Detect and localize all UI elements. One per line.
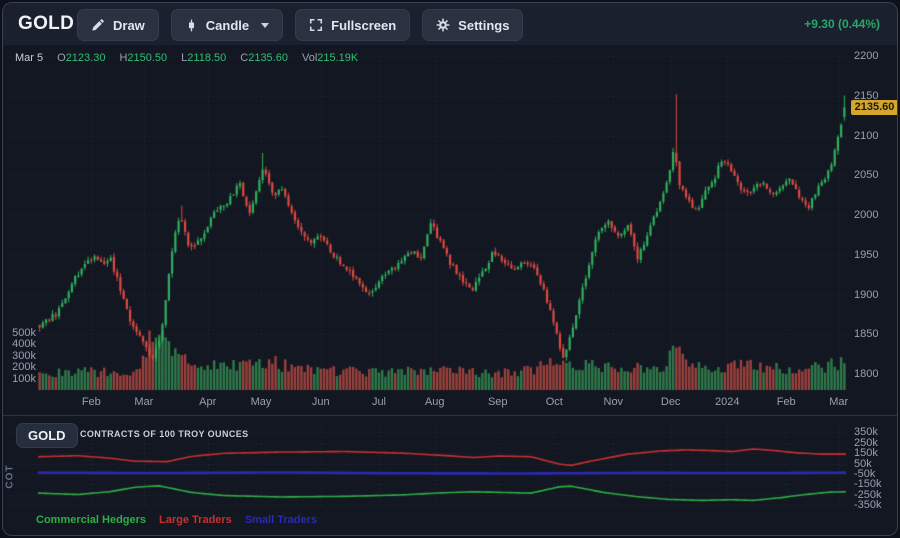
draw-button-label: Draw (113, 17, 145, 33)
close-value: 2135.60 (248, 52, 288, 64)
open-value: 2123.30 (65, 52, 106, 64)
candlestick-chart-canvas[interactable] (3, 45, 897, 415)
cot-axis-title: COT (4, 464, 16, 489)
settings-button[interactable]: Settings (422, 9, 524, 41)
low-value: 2118.50 (187, 52, 227, 64)
legend-large-traders[interactable]: Large Traders (159, 514, 232, 526)
chevron-down-icon (261, 22, 270, 28)
candlestick-icon (185, 18, 198, 33)
ohlc-date: Mar 5 (15, 52, 44, 64)
symbol-title: GOLD (18, 13, 75, 34)
settings-button-label: Settings (458, 17, 510, 33)
panel-divider (3, 415, 897, 416)
toolbar: GOLD Draw Candle (3, 3, 897, 45)
candle-type-button[interactable]: Candle (170, 9, 284, 41)
cot-legend: Commercial Hedgers Large Traders Small T… (36, 514, 317, 526)
draw-button[interactable]: Draw (77, 9, 159, 41)
cot-panel: GOLD CONTRACTS OF 100 TROY OUNCES COT 35… (3, 416, 897, 535)
price-change-text: +9.30 (0.44%) (804, 17, 880, 31)
fullscreen-button[interactable]: Fullscreen (295, 9, 411, 41)
pencil-icon (91, 18, 105, 32)
candle-button-label: Candle (205, 17, 250, 33)
ohlc-readout: Mar 5 O2123.30 H2150.50 L2118.50 C2135.6… (15, 52, 358, 64)
high-value: 2150.50 (127, 52, 168, 64)
last-price-tag: 2135.60 (851, 99, 897, 115)
cot-subtitle: CONTRACTS OF 100 TROY OUNCES (80, 429, 249, 439)
volume-label: Vol (301, 52, 318, 64)
cot-chart-canvas[interactable] (3, 416, 897, 512)
toolbar-buttons: Draw Candle Fullscreen (77, 9, 524, 41)
legend-commercial-hedgers[interactable]: Commercial Hedgers (36, 514, 147, 526)
fullscreen-button-label: Fullscreen (331, 17, 397, 33)
legend-small-traders[interactable]: Small Traders (244, 514, 317, 526)
cot-symbol-badge[interactable]: GOLD (16, 423, 78, 448)
price-chart-panel: Mar 5 O2123.30 H2150.50 L2118.50 C2135.6… (3, 45, 897, 415)
volume-value: 215.19K (317, 52, 359, 64)
fullscreen-icon (309, 18, 323, 32)
close-label: C (240, 52, 249, 64)
gear-icon (436, 18, 450, 32)
open-label: O (57, 52, 66, 64)
low-label: L (181, 52, 188, 64)
high-label: H (119, 52, 128, 64)
